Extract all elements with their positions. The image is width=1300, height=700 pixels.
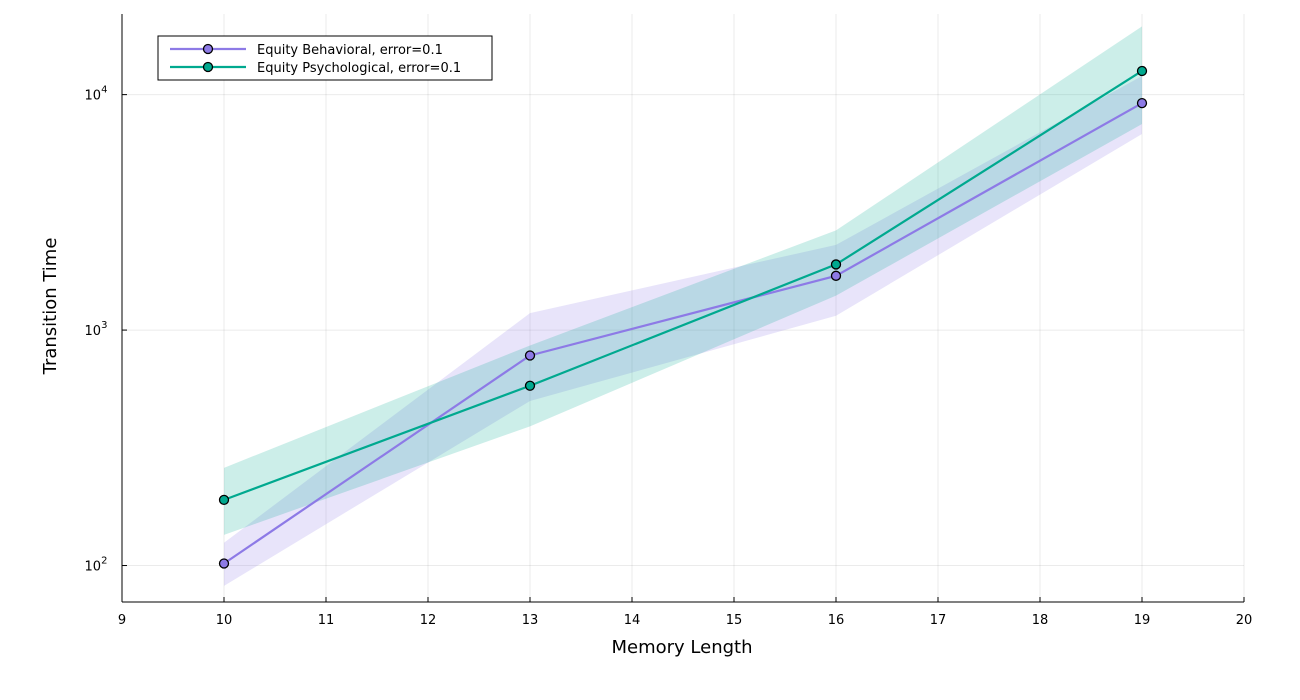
legend: Equity Behavioral, error=0.1 Equity Psych… [157, 35, 493, 81]
x-tick-label: 16 [828, 613, 845, 628]
data-point [830, 259, 842, 270]
y-tick-label: 103 [85, 320, 108, 339]
confidence-bands [224, 26, 1142, 586]
x-tick-label: 12 [420, 613, 437, 628]
legend-label: Equity Behavioral, error=0.1 [257, 43, 443, 58]
x-tick-label: 9 [118, 613, 126, 628]
x-axis-label: Memory Length [611, 637, 752, 658]
data-point [830, 270, 842, 281]
x-tick-label: 18 [1032, 613, 1049, 628]
y-tick-label: 102 [85, 556, 108, 575]
legend-label: Equity Psychological, error=0.1 [257, 61, 461, 76]
x-tick-label: 10 [216, 613, 233, 628]
grid-lines [121, 14, 1245, 602]
data-point [524, 350, 536, 361]
series-points [218, 65, 1148, 569]
x-tick-label: 14 [624, 613, 641, 628]
confidence-band-0 [224, 75, 1142, 586]
legend-marker [202, 43, 214, 55]
x-tick-label: 13 [522, 613, 539, 628]
y-axis-label: Transition Time [40, 238, 61, 376]
legend-marker [202, 61, 214, 73]
x-tick-label: 15 [726, 613, 743, 628]
legend-box [157, 35, 493, 81]
series-lines [223, 70, 1143, 565]
series-line-0 [223, 102, 1143, 565]
data-point [218, 494, 230, 506]
axes: 9 10 11 12 13 14 15 16 17 18 19 20 102 103 104 [85, 14, 1253, 628]
data-point [1136, 98, 1148, 109]
x-tick-label: 11 [318, 613, 335, 628]
data-point [1136, 65, 1148, 77]
data-point [218, 558, 230, 569]
x-tick-label: 17 [930, 613, 947, 628]
data-point [524, 380, 536, 391]
series-line-1 [223, 70, 1143, 501]
y-tick-label: 104 [85, 85, 108, 104]
x-tick-label: 19 [1134, 613, 1151, 628]
x-tick-label: 20 [1236, 613, 1253, 628]
